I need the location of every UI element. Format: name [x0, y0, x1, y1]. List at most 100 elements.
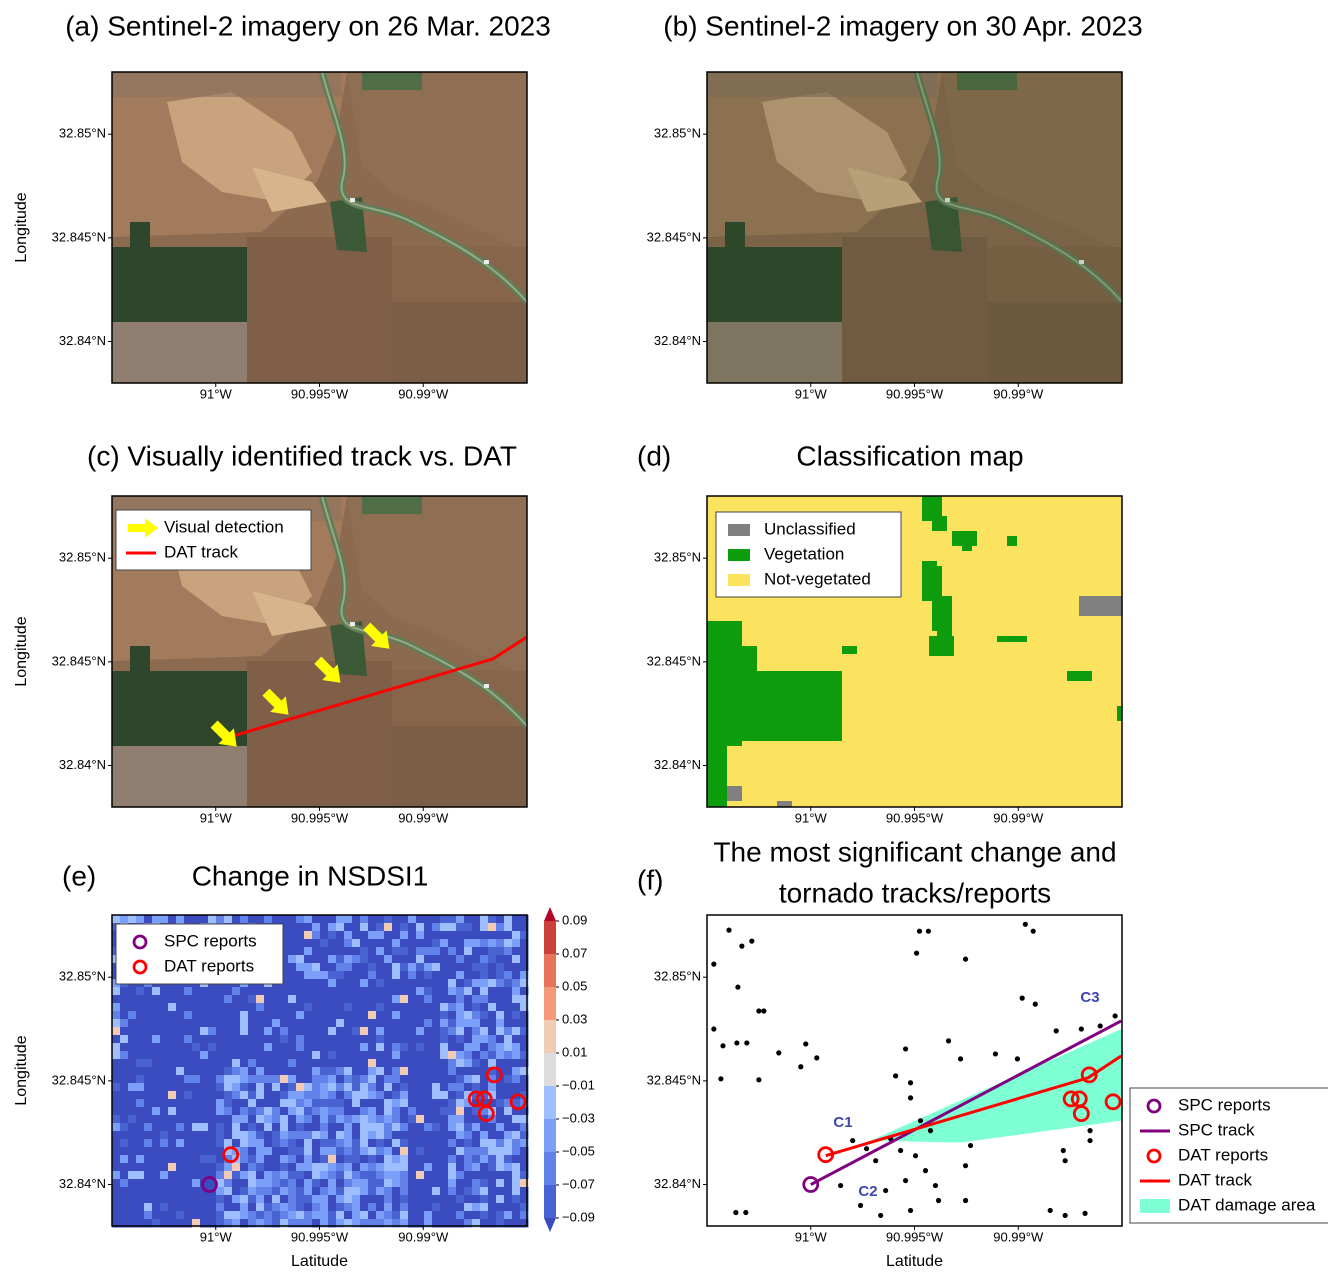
chart-title: tornado tracks/reports [779, 877, 1051, 908]
heat-cell [264, 1083, 273, 1092]
heat-cell [256, 1123, 265, 1132]
colorbar-cell [544, 1053, 556, 1086]
heat-cell [504, 1051, 513, 1060]
heat-cell [264, 1187, 273, 1196]
heat-cell [416, 979, 425, 988]
heat-cell [480, 971, 489, 980]
heat-cell [392, 1139, 401, 1148]
heat-cell [184, 1195, 193, 1204]
heat-cell [128, 1059, 137, 1068]
heat-cell [480, 1203, 489, 1212]
heat-cell [400, 1139, 409, 1148]
heat-cell [160, 1203, 169, 1212]
heat-cell [408, 1083, 417, 1092]
heat-cell [240, 1043, 249, 1052]
heat-cell [464, 1035, 473, 1044]
heat-cell [384, 931, 393, 940]
heat-cell [208, 915, 217, 924]
heat-cell [424, 939, 433, 948]
heat-cell [504, 1035, 513, 1044]
heat-cell [328, 1083, 337, 1092]
heat-cell [496, 971, 505, 980]
heat-cell [376, 955, 385, 964]
heat-cell [384, 1123, 393, 1132]
heat-cell [192, 1027, 201, 1036]
heat-cell [512, 1003, 521, 1012]
heat-cell [416, 1051, 425, 1060]
heat-cell [432, 1099, 441, 1108]
y-tick-label: 32.845°N [647, 653, 701, 668]
point [739, 944, 744, 949]
heat-cell [208, 1027, 217, 1036]
heat-cell [472, 1083, 481, 1092]
heat-cell [304, 1099, 313, 1108]
heat-cell [112, 1211, 121, 1220]
heat-cell [312, 931, 321, 940]
heat-cell [136, 1187, 145, 1196]
heat-cell [128, 1147, 137, 1156]
heat-cell [416, 1155, 425, 1164]
heat-cell [280, 1067, 289, 1076]
heat-cell [336, 923, 345, 932]
legend-label: Unclassified [764, 519, 856, 538]
heat-cell [280, 1171, 289, 1180]
heat-cell [168, 1067, 177, 1076]
x-tick-label: 90.995°W [886, 810, 944, 825]
heat-cell [160, 1059, 169, 1068]
heat-cell [296, 1123, 305, 1132]
heat-cell [168, 915, 177, 924]
heat-cell [472, 971, 481, 980]
heat-cell [392, 1211, 401, 1220]
heat-cell [192, 1203, 201, 1212]
heat-cell [112, 915, 121, 924]
heat-cell [384, 1179, 393, 1188]
heat-cell [512, 1011, 521, 1020]
heat-cell [480, 1139, 489, 1148]
heat-cell [312, 1155, 321, 1164]
heat-cell [192, 1123, 201, 1132]
heat-cell [128, 1091, 137, 1100]
heat-cell [440, 971, 449, 980]
heat-cell [160, 1139, 169, 1148]
heat-cell [440, 1059, 449, 1068]
heat-cell [136, 1027, 145, 1036]
point [711, 962, 716, 967]
heat-cell [216, 1019, 225, 1028]
heat-cell [408, 1131, 417, 1140]
heat-cell [368, 979, 377, 988]
y-tick-label: 32.85°N [654, 969, 701, 984]
heat-cell [112, 1123, 121, 1132]
heat-cell [152, 1171, 161, 1180]
heat-cell [512, 1139, 521, 1148]
heat-cell [464, 1203, 473, 1212]
heat-cell [304, 1051, 313, 1060]
heat-cell [368, 1019, 377, 1028]
heat-cell [472, 1195, 481, 1204]
heat-cell [192, 1083, 201, 1092]
heat-cell [256, 1003, 265, 1012]
heat-cell [432, 1147, 441, 1156]
heat-cell [240, 1211, 249, 1220]
heat-cell [136, 1163, 145, 1172]
heat-cell [352, 939, 361, 948]
heat-cell [376, 947, 385, 956]
heat-cell [248, 1131, 257, 1140]
heat-cell [488, 931, 497, 940]
heat-cell [256, 1147, 265, 1156]
heat-cell [288, 1203, 297, 1212]
heat-cell [320, 995, 329, 1004]
heat-cell [400, 1163, 409, 1172]
point [711, 1026, 716, 1031]
heat-cell [480, 1131, 489, 1140]
heat-cell [232, 1187, 241, 1196]
heat-cell [136, 1003, 145, 1012]
heat-cell [416, 971, 425, 980]
heat-cell [240, 1203, 249, 1212]
heat-cell [440, 1027, 449, 1036]
point [913, 1153, 918, 1158]
heat-cell [232, 1067, 241, 1076]
heat-cell [488, 1003, 497, 1012]
heat-cell [448, 1147, 457, 1156]
heat-cell [312, 1099, 321, 1108]
heat-cell [440, 1091, 449, 1100]
